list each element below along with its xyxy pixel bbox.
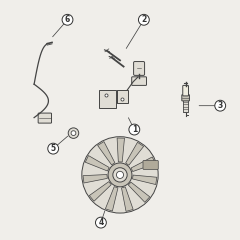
Text: 5: 5 [51,144,56,153]
Polygon shape [121,187,133,211]
FancyBboxPatch shape [143,160,158,169]
FancyBboxPatch shape [182,95,189,101]
Polygon shape [85,156,109,171]
Circle shape [116,171,124,179]
Polygon shape [98,142,115,165]
Text: 1: 1 [132,125,137,134]
FancyBboxPatch shape [38,113,52,123]
FancyBboxPatch shape [132,77,146,85]
FancyBboxPatch shape [183,85,188,96]
FancyBboxPatch shape [117,90,128,103]
Polygon shape [132,175,157,185]
Polygon shape [89,182,111,201]
Text: 4: 4 [98,218,103,227]
Polygon shape [83,174,107,183]
Circle shape [68,128,79,138]
Circle shape [108,163,132,187]
Polygon shape [128,182,150,202]
Text: 6: 6 [65,15,70,24]
FancyBboxPatch shape [183,100,188,112]
FancyBboxPatch shape [134,61,144,75]
Text: 2: 2 [141,15,146,24]
Circle shape [113,168,127,182]
Circle shape [71,131,76,136]
Polygon shape [117,138,125,162]
Text: 3: 3 [218,101,223,110]
FancyBboxPatch shape [99,90,116,108]
Polygon shape [105,187,118,211]
Polygon shape [126,142,144,165]
Polygon shape [131,157,155,172]
Circle shape [82,137,158,213]
